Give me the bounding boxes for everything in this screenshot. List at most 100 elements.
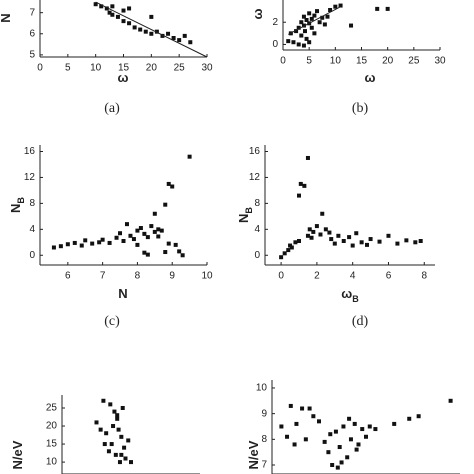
x-tick-label: 20 bbox=[146, 63, 158, 74]
point bbox=[109, 442, 114, 447]
point bbox=[349, 23, 354, 28]
point bbox=[99, 4, 104, 9]
x-tick-label: 6 bbox=[65, 271, 71, 282]
x-tick-label: 25 bbox=[408, 56, 420, 67]
point bbox=[182, 33, 187, 38]
point bbox=[360, 427, 365, 432]
point bbox=[72, 240, 77, 245]
y-axis-label-main: N bbox=[8, 204, 23, 213]
point bbox=[309, 25, 314, 30]
x-tick-label: 10 bbox=[201, 271, 213, 282]
x-axis-label: ω bbox=[365, 70, 376, 85]
x-tick-label: 7 bbox=[100, 271, 106, 282]
point bbox=[104, 431, 109, 436]
y-axis-label: ω bbox=[250, 8, 265, 19]
x-axis-label-main: N bbox=[118, 286, 127, 301]
point bbox=[79, 243, 84, 248]
point bbox=[377, 239, 382, 244]
point bbox=[100, 237, 105, 242]
point bbox=[336, 233, 341, 238]
point bbox=[333, 429, 338, 434]
y-axis-label-main: N bbox=[236, 214, 251, 223]
point bbox=[356, 442, 361, 447]
x-tick-label: 5 bbox=[306, 56, 312, 67]
point bbox=[98, 427, 103, 432]
y-tick-label: 12 bbox=[24, 172, 36, 183]
point bbox=[305, 233, 310, 238]
point bbox=[333, 4, 338, 9]
point bbox=[114, 235, 119, 240]
y-tick-label: 0 bbox=[254, 250, 260, 261]
point bbox=[297, 239, 301, 243]
point bbox=[359, 240, 364, 245]
y-axis-label-main: N/eV bbox=[246, 440, 261, 469]
point bbox=[129, 460, 133, 465]
point bbox=[111, 424, 116, 429]
point bbox=[138, 27, 143, 32]
point bbox=[326, 450, 331, 455]
point bbox=[296, 25, 301, 30]
point bbox=[104, 6, 109, 11]
y-axis-label: NB bbox=[8, 197, 26, 213]
point bbox=[327, 230, 332, 235]
point bbox=[112, 409, 117, 414]
point bbox=[386, 233, 391, 238]
point bbox=[51, 245, 56, 250]
point bbox=[291, 40, 296, 45]
point bbox=[145, 235, 150, 240]
point bbox=[116, 427, 121, 432]
point bbox=[302, 183, 307, 188]
point bbox=[119, 452, 124, 457]
point bbox=[416, 414, 421, 419]
point bbox=[309, 235, 314, 240]
point bbox=[97, 240, 102, 245]
point bbox=[156, 234, 161, 239]
point bbox=[65, 242, 70, 247]
point bbox=[307, 227, 312, 232]
point bbox=[322, 22, 327, 27]
x-tick-label: 0 bbox=[280, 56, 286, 67]
point bbox=[121, 8, 126, 13]
x-axis-label: N bbox=[118, 286, 127, 301]
point bbox=[58, 244, 63, 249]
point bbox=[90, 241, 95, 246]
y-axis-label-sub: B bbox=[16, 197, 26, 204]
point bbox=[329, 237, 334, 242]
point bbox=[128, 233, 133, 238]
point bbox=[115, 413, 120, 418]
point bbox=[392, 421, 397, 426]
point bbox=[187, 154, 192, 159]
x-tick-label: 0 bbox=[37, 63, 43, 74]
point bbox=[304, 36, 309, 41]
y-tick-label: 7 bbox=[261, 460, 267, 471]
point bbox=[149, 14, 154, 19]
x-axis-label: ω bbox=[118, 70, 129, 85]
point bbox=[322, 439, 327, 444]
y-tick-label: 0 bbox=[272, 39, 278, 50]
y-axis-label-main: ω bbox=[250, 8, 265, 19]
y-axis-label: NB bbox=[236, 207, 254, 223]
point bbox=[296, 42, 301, 47]
point bbox=[286, 39, 291, 44]
point bbox=[354, 231, 359, 236]
y-axis-label: N bbox=[0, 13, 13, 22]
y-tick-label: 8 bbox=[254, 198, 260, 209]
point bbox=[115, 14, 120, 19]
caption: (b) bbox=[352, 101, 369, 116]
point bbox=[297, 193, 301, 198]
x-tick-label: 25 bbox=[174, 63, 186, 74]
y-tick-label: 16 bbox=[249, 146, 261, 157]
point bbox=[121, 19, 126, 24]
point bbox=[124, 222, 129, 227]
point bbox=[106, 449, 111, 454]
y-tick-label: 8 bbox=[29, 198, 35, 209]
point bbox=[314, 224, 319, 229]
point bbox=[305, 155, 310, 160]
point bbox=[163, 202, 168, 207]
point bbox=[142, 231, 147, 236]
point bbox=[107, 10, 112, 15]
point bbox=[311, 229, 316, 234]
x-tick-label: 8 bbox=[421, 271, 427, 282]
point bbox=[131, 237, 136, 242]
